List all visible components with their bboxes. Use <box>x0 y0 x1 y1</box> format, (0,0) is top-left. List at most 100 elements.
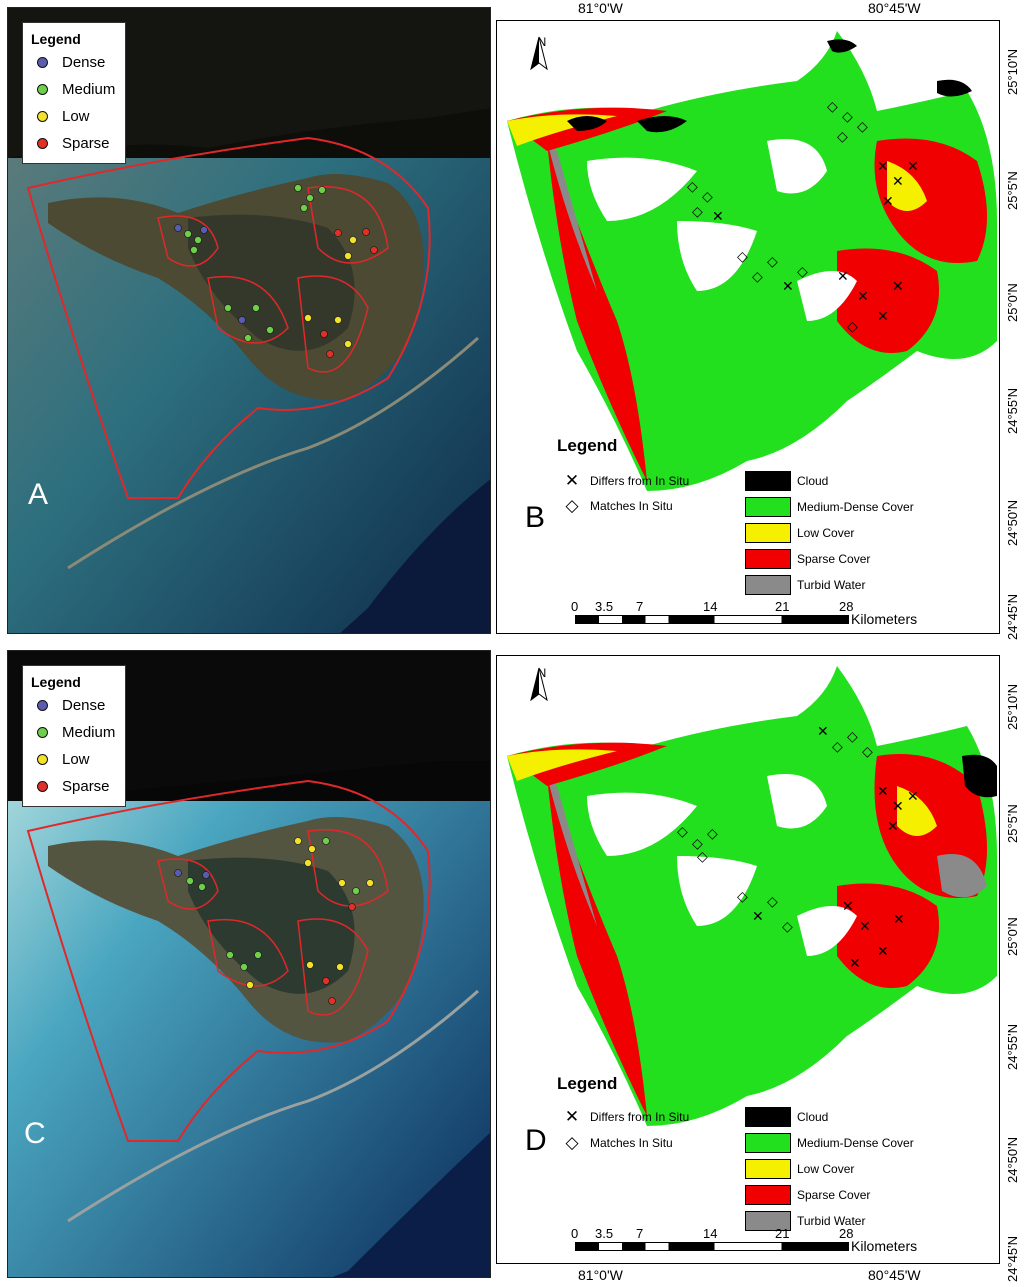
svg-text:✕: ✕ <box>892 799 904 815</box>
scale-tick: 28 <box>839 599 854 614</box>
svg-text:◇: ◇ <box>767 254 778 270</box>
latitude-label: 25°5'N <box>1005 804 1020 843</box>
legend-differs: ✕ Differs from In Situ <box>562 471 689 491</box>
legend-label: Medium <box>62 724 116 741</box>
sample-points-c <box>174 837 374 1005</box>
legend-title: Legend <box>31 674 81 690</box>
scale-bar-b: 0 3.5 7 14 21 28 Kilometers <box>571 599 995 629</box>
swatch <box>745 1107 791 1127</box>
legend-item-sparse: Sparse <box>31 773 115 800</box>
legend-item-medium: Medium <box>31 719 115 746</box>
panel-letter-c: C <box>24 1117 46 1150</box>
svg-text:◇: ◇ <box>707 826 718 842</box>
svg-text:◇: ◇ <box>752 269 763 285</box>
latitude-label: 25°10'N <box>1005 49 1020 95</box>
swatch <box>745 1133 791 1153</box>
legend-title: Legend <box>557 436 618 455</box>
scale-tick: 21 <box>775 1226 790 1241</box>
classification-map-b: ◇◇◇ ✕ ◇◇◇◇ ✕✕✕✕ ◇◇◇✕◇ ✕✕✕◇✕ <box>507 31 997 491</box>
svg-text:◇: ◇ <box>797 264 808 280</box>
sample-legend: Legend Dense Medium Low Sparse <box>22 665 127 807</box>
svg-text:✕: ✕ <box>893 912 905 928</box>
scale-tick: 21 <box>775 599 790 614</box>
svg-text:✕: ✕ <box>892 174 904 190</box>
svg-text:✕: ✕ <box>887 819 899 835</box>
map-markers-b: ◇◇◇ ✕ ◇◇◇◇ ✕✕✕✕ ◇◇◇✕◇ ✕✕✕◇✕ <box>687 99 919 335</box>
scale-tick: 3.5 <box>595 599 614 614</box>
legend-matches: ◇ Matches In Situ <box>562 1133 672 1153</box>
legend-low: Low Cover <box>745 1159 854 1179</box>
longitude-label: 81°0'W <box>578 0 623 16</box>
scale-tick: 14 <box>703 1226 718 1241</box>
legend-item-dense: Dense <box>31 49 115 76</box>
legend-matches: ◇ Matches In Situ <box>562 496 672 516</box>
scale-tick: 28 <box>839 1226 854 1241</box>
swatch <box>745 497 791 517</box>
legend-turbid: Turbid Water <box>745 1211 865 1231</box>
panel-letter-d: D <box>525 1124 547 1157</box>
scale-bar-graphic <box>575 1242 849 1251</box>
scale-tick: 7 <box>636 599 644 614</box>
satellite-scene-a <box>8 8 490 633</box>
swatch <box>745 523 791 543</box>
medium-dot-icon <box>37 727 48 738</box>
satellite-scene-c <box>8 651 490 1277</box>
scale-tick: 7 <box>636 1226 644 1241</box>
swatch <box>745 1159 791 1179</box>
swatch <box>745 1185 791 1205</box>
svg-text:✕: ✕ <box>859 919 871 935</box>
svg-text:✕: ✕ <box>842 899 854 915</box>
latitude-label: 24°45'N <box>1005 594 1020 640</box>
panel-letter-a: A <box>28 478 49 511</box>
cross-icon: ✕ <box>564 1107 580 1126</box>
svg-text:✕: ✕ <box>857 289 869 305</box>
svg-text:✕: ✕ <box>752 909 764 925</box>
map-legend-b: Legend ✕ Differs from In Situ ◇ Matches In… <box>557 436 997 596</box>
north-label: N <box>537 666 547 680</box>
swatch <box>745 549 791 569</box>
sample-legend: Legend Dense Medium Low Sparse <box>22 22 127 164</box>
panel-d-classification-map: ◇ ◇ ◇ ◇ ✕ ◇ ◇ ◇ ✕ ✕ ✕ ✕ ◇ ✕ ◇ ◇ ✕ ✕ ✕ ✕ ✕ N Legend ✕ Diff… <box>496 655 1000 1264</box>
classification-map-d: ◇◇◇◇ ✕◇◇◇ ✕✕✕✕ ◇✕◇◇ ✕✕✕✕✕ <box>507 666 997 1126</box>
legend-label: Dense <box>62 54 106 71</box>
legend-label: Low <box>62 108 90 125</box>
latitude-label: 24°55'N <box>1005 388 1020 434</box>
swatch <box>745 575 791 595</box>
diamond-icon: ◇ <box>565 1133 579 1152</box>
legend-medium-dense: Medium-Dense Cover <box>745 497 914 517</box>
svg-text:◇: ◇ <box>847 319 858 335</box>
latitude-label: 25°5'N <box>1005 171 1020 210</box>
latitude-label: 25°0'N <box>1005 917 1020 956</box>
svg-text:◇: ◇ <box>837 129 848 145</box>
legend-turbid: Turbid Water <box>745 575 865 595</box>
sparse-dot-icon <box>37 138 48 149</box>
latitude-label: 24°50'N <box>1005 500 1020 546</box>
legend-item-sparse: Sparse <box>31 130 115 157</box>
scale-tick: 0 <box>571 1226 579 1241</box>
svg-text:◇: ◇ <box>842 109 853 125</box>
svg-text:✕: ✕ <box>712 209 724 225</box>
svg-text:✕: ✕ <box>837 269 849 285</box>
low-dot-icon <box>37 754 48 765</box>
longitude-label: 80°45'W <box>868 0 921 16</box>
svg-text:◇: ◇ <box>687 179 698 195</box>
dense-dot-icon <box>37 700 48 711</box>
legend-title: Legend <box>557 1074 618 1093</box>
svg-text:✕: ✕ <box>877 944 889 960</box>
latitude-label: 24°45'N <box>1005 1236 1020 1282</box>
latitude-label: 25°0'N <box>1005 283 1020 322</box>
swatch <box>745 471 791 491</box>
svg-text:◇: ◇ <box>847 729 858 745</box>
svg-text:◇: ◇ <box>692 836 703 852</box>
svg-text:◇: ◇ <box>862 744 873 760</box>
svg-text:✕: ✕ <box>877 309 889 325</box>
legend-label: Low <box>62 751 90 768</box>
svg-text:◇: ◇ <box>827 99 838 115</box>
svg-text:✕: ✕ <box>782 279 794 295</box>
svg-text:✕: ✕ <box>907 159 919 175</box>
swatch <box>745 1211 791 1231</box>
cross-icon: ✕ <box>564 471 580 490</box>
north-arrow: N <box>527 666 557 702</box>
legend-label: Sparse <box>62 778 110 795</box>
legend-differs: ✕ Differs from In Situ <box>562 1107 689 1127</box>
